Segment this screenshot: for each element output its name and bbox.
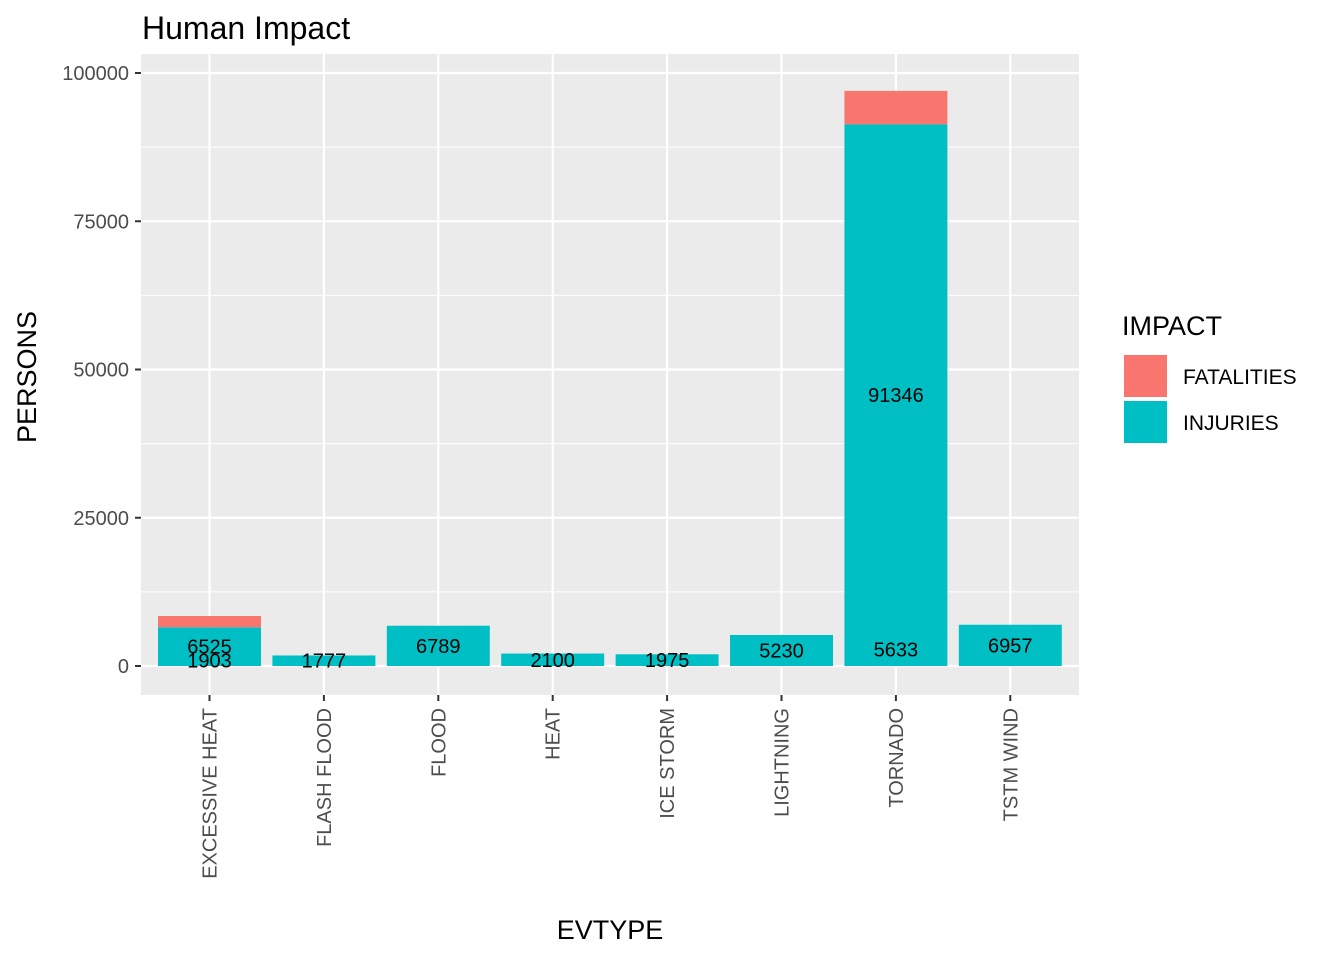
bar-injuries [158,627,261,666]
bar-injuries [272,655,376,666]
bar-label: 6789 [416,636,461,658]
y-tick-label: 100000 [62,63,129,85]
legend: IMPACT FATALITIES INJURIES [1122,311,1297,443]
y-tick-label: 75000 [73,211,129,233]
bar-label: 1975 [645,650,690,672]
x-tick-label: HEAT [543,708,565,760]
bar-fatalities [158,616,261,628]
bar-label: 1903 [187,650,232,672]
bar-label: 5633 [874,639,919,661]
bar-label: 5230 [759,640,804,662]
bar-injuries [844,124,948,666]
y-tick-label: 25000 [73,508,129,530]
legend-title: IMPACT [1122,311,1222,341]
bars [158,90,1062,666]
x-tick-label: ICE STORM [657,708,679,819]
y-axis: 0 25000 50000 75000 100000 [62,63,141,678]
legend-label: FATALITIES [1183,366,1297,389]
x-tick-label: FLOOD [428,708,450,777]
legend-key-injuries [1124,401,1167,443]
bar-injuries [958,624,1062,666]
x-tick-label: TSTM WIND [1000,708,1022,821]
chart-title: Human Impact [142,10,350,46]
x-tick-label: LIGHTNING [772,708,794,817]
y-axis-title: PERSONS [12,311,42,443]
x-tick-label: TORNADO [886,708,908,808]
legend-key-fatalities [1124,355,1167,397]
y-tick-label: 0 [118,656,129,678]
y-tick-label: 50000 [73,360,129,382]
x-tick-label: FLASH FLOOD [314,708,336,847]
legend-label: INJURIES [1183,412,1279,435]
bar-injuries [501,653,605,666]
bar-injuries [730,634,833,666]
bar-label: 6525 [187,637,232,659]
x-axis-title: EVTYPE [557,915,664,945]
bar-label: 1777 [302,651,347,673]
x-tick-label: EXCESSIVE HEAT [200,708,222,879]
bar-injuries [386,625,490,666]
bar-label: 6957 [988,635,1033,657]
bar-injuries [615,654,719,666]
bar-label: 2100 [530,650,575,672]
bar-label: 91346 [868,385,924,407]
x-axis: EXCESSIVE HEAT FLASH FLOOD FLOOD HEAT ICE ST… [200,695,1022,879]
bar-fatalities [844,90,948,125]
